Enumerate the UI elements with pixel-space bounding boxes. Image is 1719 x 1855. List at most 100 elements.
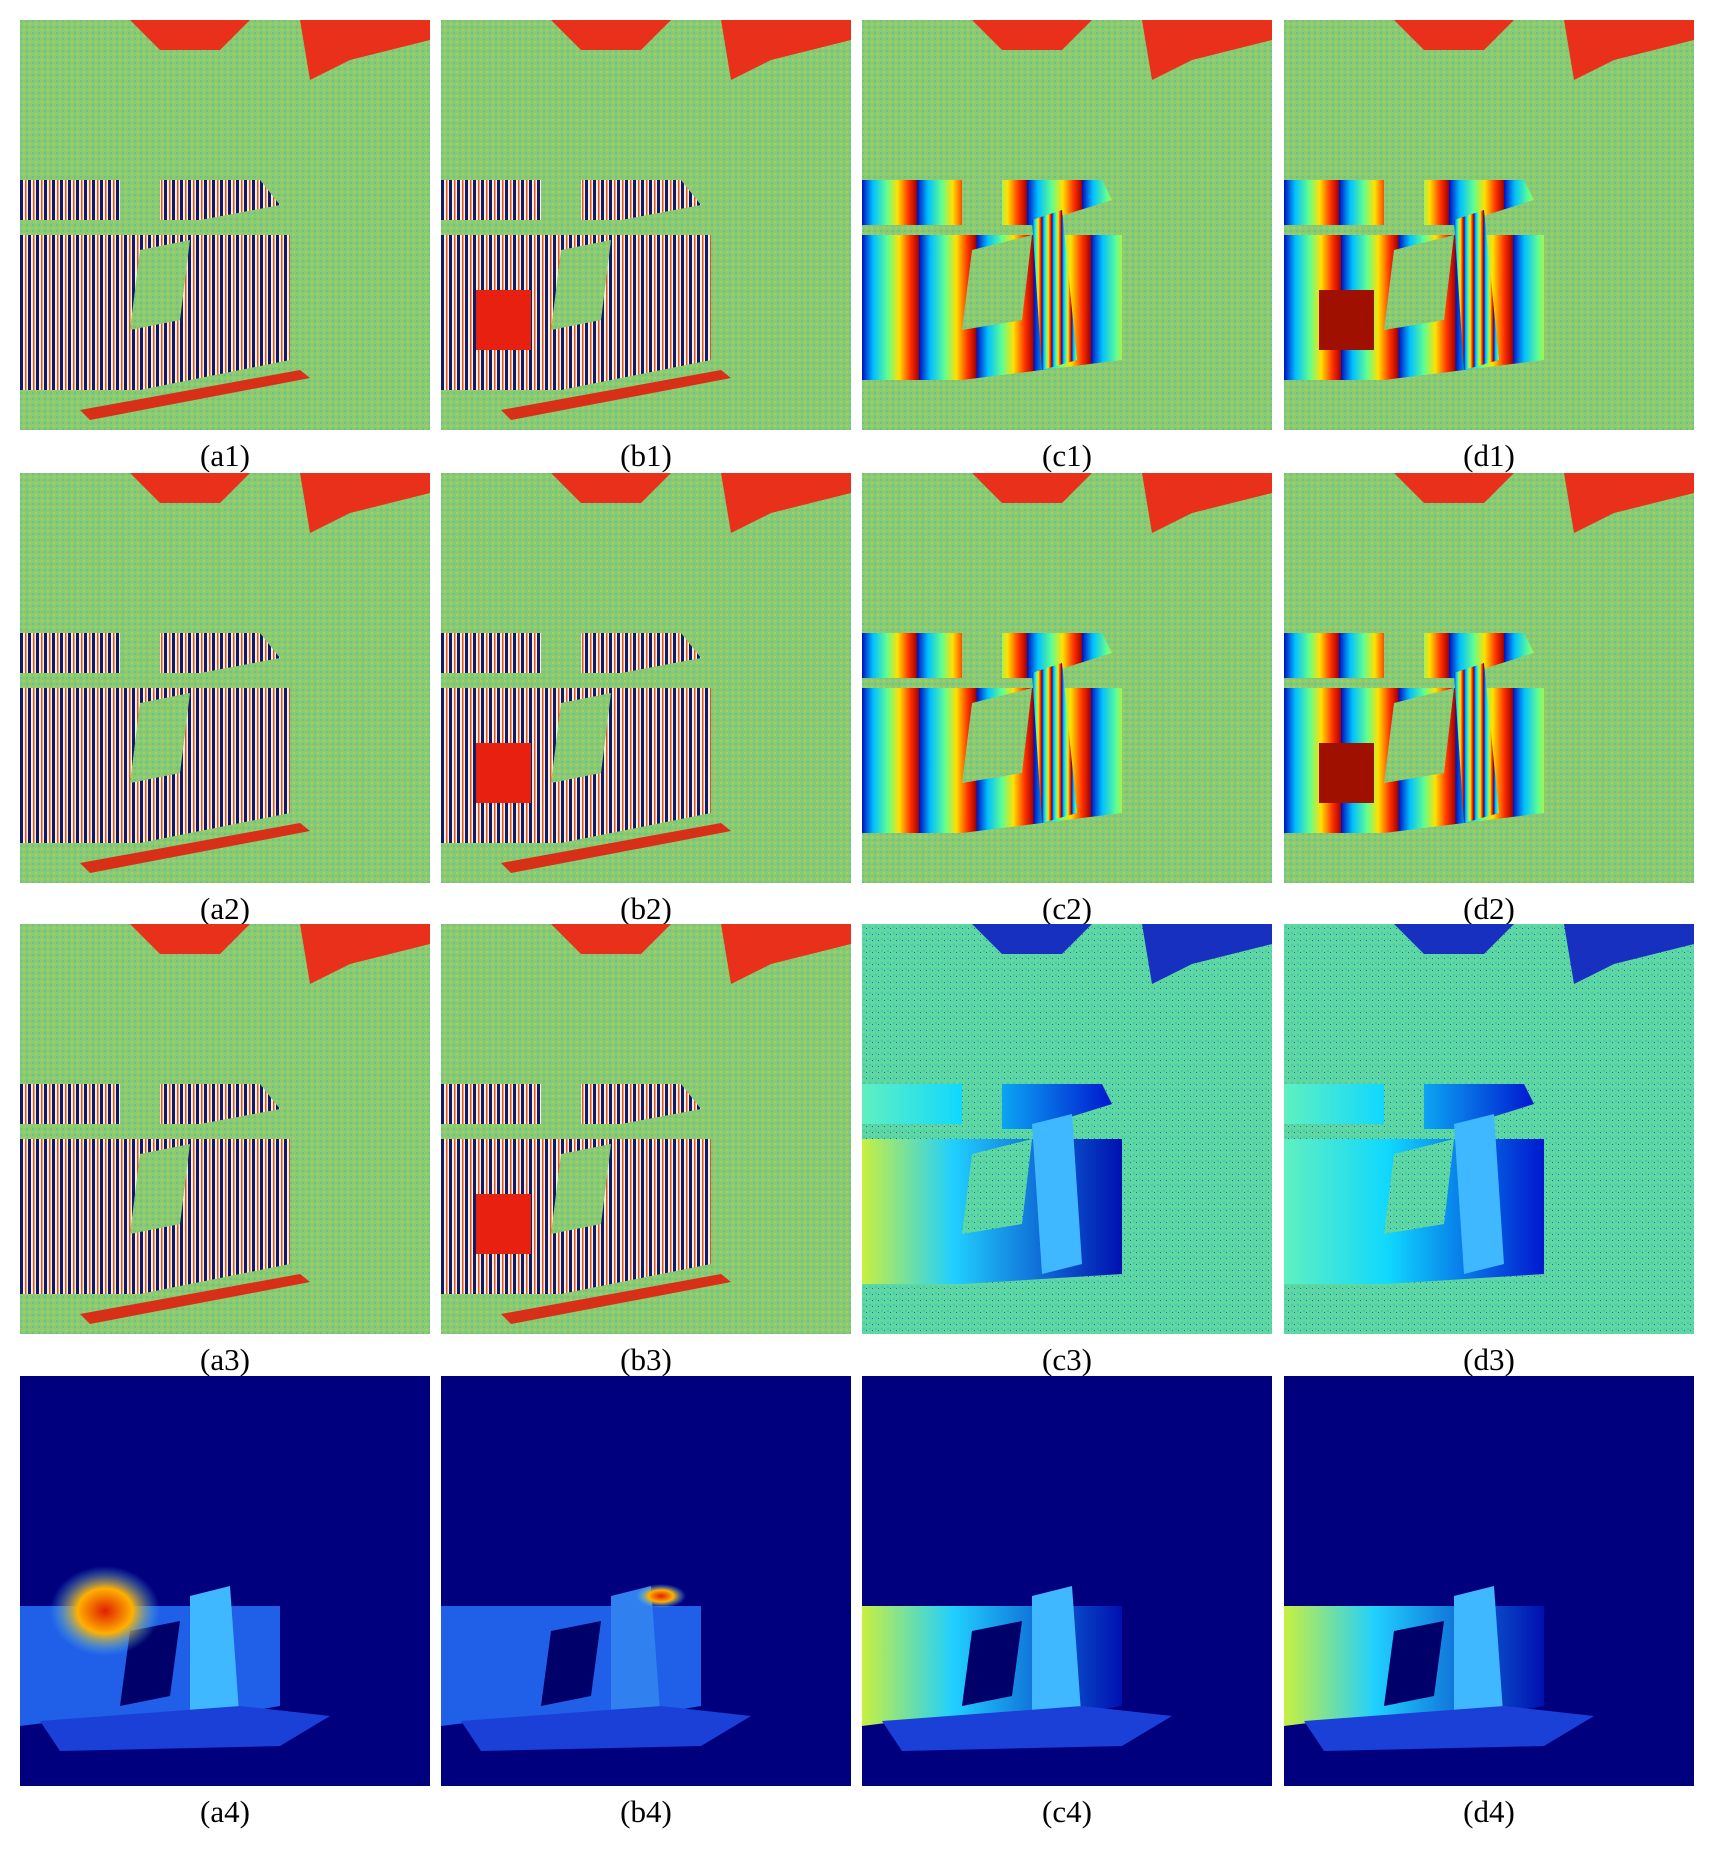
image-region bbox=[962, 1139, 1032, 1234]
image-region bbox=[551, 924, 851, 984]
panel-image bbox=[1284, 924, 1694, 1334]
image-region bbox=[1032, 210, 1077, 370]
image-region bbox=[1032, 1114, 1082, 1274]
image-region bbox=[80, 370, 310, 420]
image-region bbox=[1384, 688, 1454, 783]
image-region bbox=[962, 235, 1032, 330]
panel-caption: (b4) bbox=[620, 1794, 672, 1829]
image-region bbox=[551, 1144, 611, 1234]
panel-caption: (c2) bbox=[1042, 891, 1092, 926]
image-region bbox=[972, 924, 1272, 984]
panel-image bbox=[862, 473, 1272, 883]
image-region bbox=[1454, 663, 1499, 823]
image-region bbox=[972, 20, 1272, 80]
panel-caption: (d4) bbox=[1463, 1794, 1515, 1829]
image-highlight bbox=[636, 1584, 686, 1608]
image-region bbox=[862, 180, 1112, 225]
panel-image bbox=[862, 20, 1272, 430]
image-region bbox=[1284, 180, 1534, 225]
panel-caption: (a1) bbox=[200, 438, 250, 473]
panel-image bbox=[862, 1376, 1272, 1786]
image-region bbox=[20, 1084, 280, 1124]
image-region bbox=[190, 1586, 240, 1731]
image-region bbox=[130, 240, 190, 330]
image-region bbox=[1284, 633, 1534, 678]
panel-image bbox=[20, 20, 430, 430]
panel-caption: (c1) bbox=[1042, 438, 1092, 473]
panel-caption: (b3) bbox=[620, 1342, 672, 1377]
panel-caption: (d1) bbox=[1463, 438, 1515, 473]
image-region bbox=[1384, 1621, 1444, 1706]
image-region bbox=[1384, 1139, 1454, 1234]
image-region bbox=[80, 823, 310, 873]
panel-image bbox=[441, 20, 851, 430]
panel-caption: (c3) bbox=[1042, 1342, 1092, 1377]
image-region bbox=[1304, 1706, 1594, 1751]
image-region bbox=[1384, 235, 1454, 330]
panel-image bbox=[1284, 20, 1694, 430]
panel-image bbox=[441, 1376, 851, 1786]
panel-caption: (a4) bbox=[200, 1794, 250, 1829]
panel-caption: (a3) bbox=[200, 1342, 250, 1377]
image-region bbox=[1319, 743, 1374, 803]
panel-caption: (d2) bbox=[1463, 891, 1515, 926]
panel-image bbox=[441, 473, 851, 883]
image-region bbox=[130, 693, 190, 783]
image-region bbox=[20, 633, 280, 673]
image-region bbox=[972, 473, 1272, 533]
image-region bbox=[1284, 1084, 1534, 1129]
image-region bbox=[551, 20, 851, 80]
panel-image bbox=[20, 924, 430, 1334]
panel-caption: (b2) bbox=[620, 891, 672, 926]
image-region bbox=[20, 180, 280, 220]
image-region bbox=[476, 290, 531, 350]
image-region bbox=[962, 688, 1032, 783]
panel-caption: (b1) bbox=[620, 438, 672, 473]
image-region bbox=[130, 924, 430, 984]
image-region bbox=[501, 1274, 731, 1324]
image-region bbox=[130, 1144, 190, 1234]
image-region bbox=[1394, 473, 1694, 533]
image-region bbox=[1319, 290, 1374, 350]
image-region bbox=[80, 1274, 310, 1324]
image-region bbox=[551, 693, 611, 783]
image-region bbox=[476, 743, 531, 803]
image-region bbox=[1454, 210, 1499, 370]
image-region bbox=[1454, 1114, 1504, 1274]
image-region bbox=[441, 1084, 701, 1124]
image-region bbox=[476, 1194, 531, 1254]
image-region bbox=[541, 1621, 601, 1706]
image-highlight bbox=[50, 1566, 160, 1656]
panel-image bbox=[20, 473, 430, 883]
image-region bbox=[441, 180, 701, 220]
image-region bbox=[441, 633, 701, 673]
panel-caption: (a2) bbox=[200, 891, 250, 926]
panel-image bbox=[20, 1376, 430, 1786]
image-region bbox=[611, 1586, 661, 1731]
image-region bbox=[1454, 1586, 1504, 1731]
panel-image bbox=[441, 924, 851, 1334]
panel-caption: (c4) bbox=[1042, 1794, 1092, 1829]
image-region bbox=[862, 1084, 1112, 1129]
image-region bbox=[862, 633, 1112, 678]
image-region bbox=[461, 1706, 751, 1751]
image-region bbox=[130, 20, 430, 80]
panel-caption: (d3) bbox=[1463, 1342, 1515, 1377]
image-region bbox=[501, 823, 731, 873]
image-region bbox=[551, 240, 611, 330]
panel-image bbox=[862, 924, 1272, 1334]
image-region bbox=[1032, 1586, 1082, 1731]
panel-image bbox=[1284, 1376, 1694, 1786]
image-region bbox=[1032, 663, 1077, 823]
panel-image bbox=[1284, 473, 1694, 883]
image-region bbox=[1394, 20, 1694, 80]
image-region bbox=[40, 1706, 330, 1751]
image-region bbox=[962, 1621, 1022, 1706]
image-region bbox=[1394, 924, 1694, 984]
image-region bbox=[501, 370, 731, 420]
image-region bbox=[130, 473, 430, 533]
image-region bbox=[551, 473, 851, 533]
image-region bbox=[882, 1706, 1172, 1751]
